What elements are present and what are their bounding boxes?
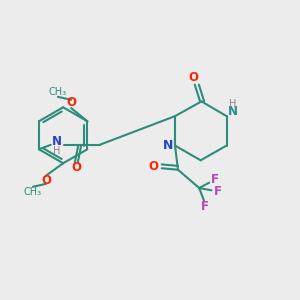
Text: H: H	[53, 146, 61, 156]
Text: N: N	[164, 139, 174, 152]
Text: CH₃: CH₃	[23, 187, 42, 197]
Text: CH₃: CH₃	[49, 87, 67, 97]
Text: H: H	[229, 99, 237, 109]
Text: F: F	[200, 200, 208, 213]
Text: F: F	[211, 173, 218, 186]
Text: O: O	[67, 96, 77, 109]
Text: F: F	[213, 185, 221, 198]
Text: O: O	[71, 161, 81, 174]
Text: O: O	[188, 71, 198, 84]
Text: O: O	[148, 160, 158, 173]
Text: O: O	[42, 174, 52, 188]
Text: N: N	[228, 105, 238, 118]
Text: N: N	[52, 135, 62, 148]
